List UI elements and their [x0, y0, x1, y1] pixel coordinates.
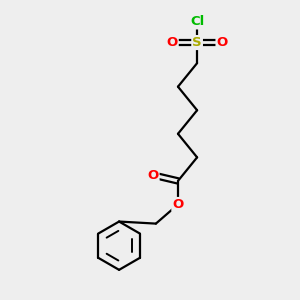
Text: Cl: Cl — [190, 15, 204, 28]
Text: S: S — [192, 36, 202, 49]
Text: O: O — [172, 198, 184, 211]
Text: O: O — [217, 36, 228, 49]
Text: O: O — [167, 36, 178, 49]
Text: O: O — [147, 169, 159, 182]
